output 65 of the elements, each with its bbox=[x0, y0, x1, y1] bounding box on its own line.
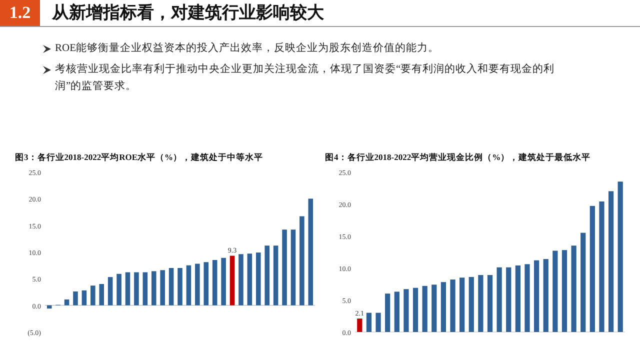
bar bbox=[273, 246, 278, 306]
bar bbox=[168, 268, 174, 306]
bar bbox=[515, 265, 520, 332]
bar bbox=[618, 182, 623, 332]
bar bbox=[404, 289, 409, 332]
bar bbox=[247, 254, 252, 306]
bar bbox=[366, 312, 372, 332]
bar bbox=[580, 232, 586, 332]
bar bbox=[543, 259, 548, 332]
text: ROE能够衡量企业权益资本的投入产出效率，反映企业为股东创造价值的能力。 bbox=[55, 43, 439, 54]
bar bbox=[506, 267, 512, 332]
bar bbox=[376, 312, 381, 332]
bar bbox=[212, 260, 218, 306]
bar bbox=[357, 318, 362, 332]
bar bbox=[590, 206, 595, 332]
bar bbox=[64, 299, 70, 306]
bar bbox=[195, 264, 200, 306]
text: 从新增指标看，对建筑行业影响较大 bbox=[52, 2, 324, 24]
bar bbox=[108, 277, 113, 306]
bar bbox=[460, 278, 465, 332]
bar bbox=[552, 250, 558, 332]
bar bbox=[90, 286, 96, 306]
bar bbox=[178, 268, 182, 306]
bar bbox=[300, 216, 304, 306]
chart-title: 图4：各行业2018-2022平均营业现金比例（%），建筑处于最低水平 bbox=[325, 152, 591, 162]
bar bbox=[264, 246, 270, 306]
bar bbox=[432, 284, 437, 332]
bar bbox=[440, 282, 446, 332]
chart-title: 图3：各行业2018-2022平均ROE水平（%），建筑处于中等水平 bbox=[15, 152, 263, 162]
bar bbox=[99, 284, 104, 306]
bar bbox=[125, 272, 130, 306]
bar bbox=[534, 260, 540, 332]
bar bbox=[221, 258, 226, 306]
bar bbox=[422, 286, 428, 332]
bar bbox=[46, 305, 52, 309]
bar bbox=[608, 191, 614, 332]
bar bbox=[204, 262, 209, 306]
bar bbox=[238, 254, 244, 306]
bar bbox=[412, 288, 418, 332]
bar bbox=[134, 272, 139, 306]
bar bbox=[290, 230, 296, 306]
bar bbox=[599, 201, 604, 332]
text: 1.2 bbox=[0, 0, 40, 26]
bar bbox=[160, 270, 165, 306]
bar bbox=[116, 274, 122, 306]
bar bbox=[151, 271, 156, 306]
bar bbox=[73, 291, 78, 306]
bar bbox=[487, 275, 493, 332]
bar bbox=[308, 198, 314, 306]
bar bbox=[496, 267, 502, 332]
bar bbox=[450, 280, 456, 332]
bar bbox=[562, 250, 568, 332]
bar bbox=[230, 256, 235, 306]
bar bbox=[186, 265, 192, 306]
bar bbox=[256, 252, 261, 306]
bar bbox=[282, 230, 287, 306]
bar bbox=[142, 272, 148, 306]
bar bbox=[385, 294, 390, 332]
bar bbox=[524, 264, 530, 332]
bar bbox=[478, 275, 484, 332]
bar bbox=[468, 276, 474, 332]
bar bbox=[82, 290, 87, 306]
bar bbox=[571, 246, 576, 332]
bar bbox=[394, 292, 400, 332]
text: 考核营业现金比率有利于推动中央企业更加关注现金流，体现了国资委“要有利润的收入和要有现金的利润”的监管要求。 bbox=[55, 64, 555, 92]
